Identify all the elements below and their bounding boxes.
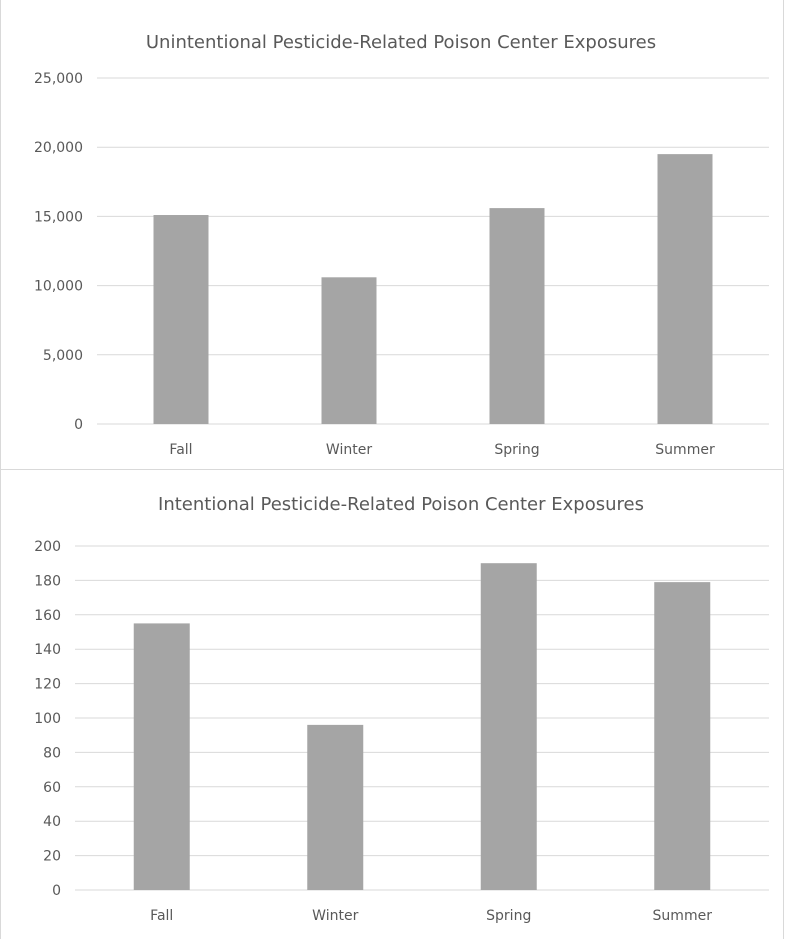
y-tick-label: 120 xyxy=(34,677,61,693)
chart-title: Intentional Pesticide-Related Poison Cen… xyxy=(158,494,644,515)
x-tick-label: Summer xyxy=(653,908,713,924)
y-tick-label: 10,000 xyxy=(34,279,83,295)
bar xyxy=(307,724,364,890)
x-tick-label: Fall xyxy=(150,908,173,924)
unintentional-chart: Unintentional Pesticide-Related Poison C… xyxy=(34,32,769,458)
bar xyxy=(657,154,713,424)
x-tick-label: Winter xyxy=(326,442,372,458)
x-tick-label: Fall xyxy=(169,442,192,458)
intentional-chart: Intentional Pesticide-Related Poison Cen… xyxy=(34,494,769,924)
x-tick-label: Summer xyxy=(655,442,715,458)
y-tick-label: 0 xyxy=(52,883,61,899)
chart-title: Unintentional Pesticide-Related Poison C… xyxy=(146,32,656,53)
bar xyxy=(153,215,209,424)
x-tick-label: Spring xyxy=(494,442,539,458)
bar xyxy=(133,623,190,890)
y-tick-label: 180 xyxy=(34,573,61,589)
y-tick-label: 80 xyxy=(43,745,61,761)
intentional-chart-panel: Intentional Pesticide-Related Poison Cen… xyxy=(0,470,784,939)
y-tick-label: 15,000 xyxy=(34,209,83,225)
bar xyxy=(654,582,711,890)
y-tick-label: 60 xyxy=(43,780,61,796)
bar xyxy=(489,208,545,424)
y-tick-label: 100 xyxy=(34,711,61,727)
y-tick-label: 140 xyxy=(34,642,61,658)
y-tick-label: 20,000 xyxy=(34,140,83,156)
y-tick-label: 25,000 xyxy=(34,71,83,87)
y-tick-label: 200 xyxy=(34,539,61,555)
x-tick-label: Spring xyxy=(486,908,531,924)
bar xyxy=(480,563,537,890)
x-tick-label: Winter xyxy=(312,908,358,924)
y-tick-label: 160 xyxy=(34,608,61,624)
bar xyxy=(321,277,377,424)
y-tick-label: 5,000 xyxy=(43,348,83,364)
y-tick-label: 20 xyxy=(43,849,61,865)
unintentional-chart-panel: Unintentional Pesticide-Related Poison C… xyxy=(0,0,784,470)
y-tick-label: 0 xyxy=(74,417,83,433)
y-tick-label: 40 xyxy=(43,814,61,830)
